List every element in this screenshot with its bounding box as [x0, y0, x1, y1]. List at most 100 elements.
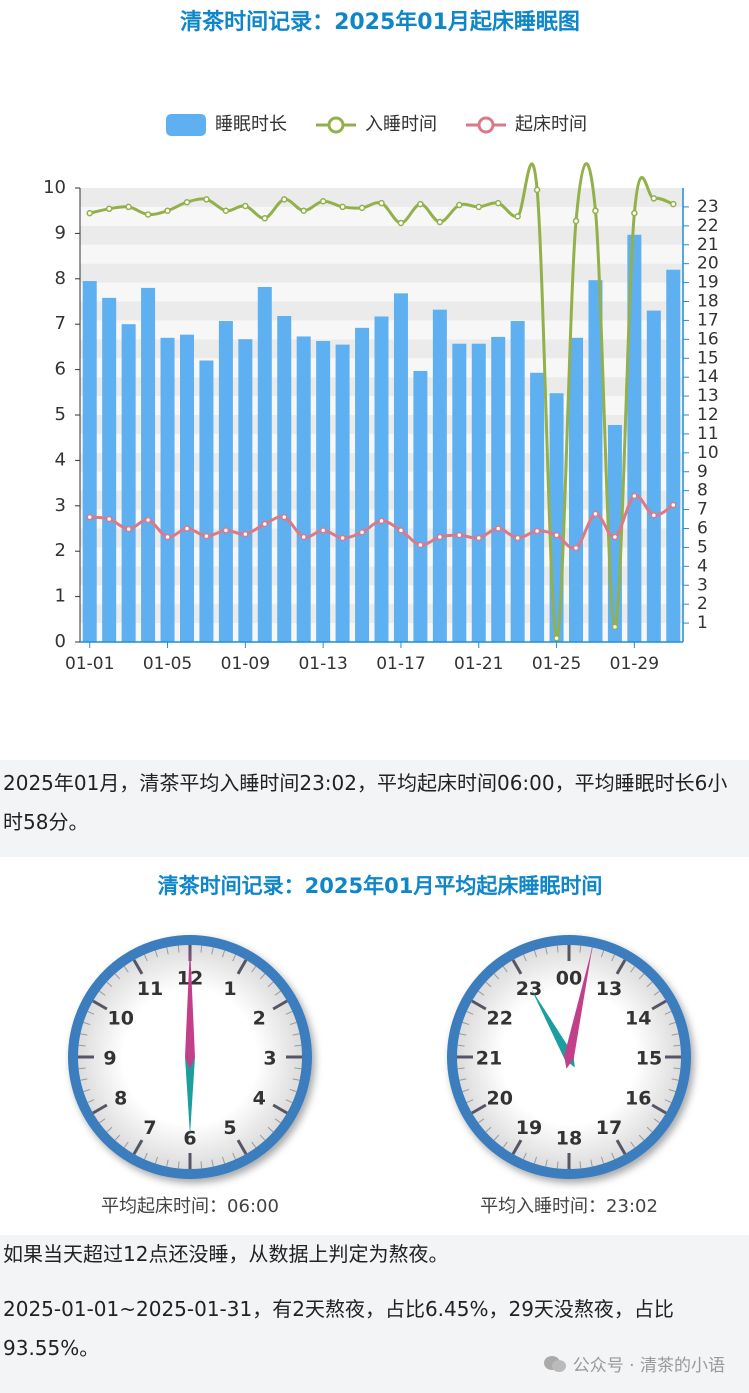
- point: [417, 541, 424, 549]
- x-tick-label: 01-25: [532, 654, 581, 674]
- clock-tick: [114, 1134, 121, 1141]
- bar: [179, 334, 194, 642]
- y-tick-label: 5: [55, 404, 66, 425]
- clock-tick: [533, 1156, 538, 1164]
- y2-tick-label: 6: [697, 519, 708, 539]
- clock-tick: [251, 966, 257, 973]
- clock-tick: [664, 1099, 672, 1104]
- clock-tick: [485, 981, 492, 988]
- bar: [102, 297, 117, 642]
- bar: [491, 336, 506, 642]
- point: [105, 515, 113, 523]
- point: [144, 211, 152, 218]
- point: [358, 204, 366, 212]
- clock-tick: [143, 1152, 148, 1160]
- point: [222, 207, 230, 214]
- clock-panel: 清茶时间记录：2025年01月平均起床睡眠时间 121234567891011平…: [68, 874, 691, 1217]
- clock-tick: [646, 1126, 653, 1133]
- clock-tick: [630, 966, 636, 973]
- legend-swatch: [166, 114, 206, 136]
- clock-caption: 平均入睡时间：23:02: [480, 1196, 658, 1217]
- clock-tick: [533, 950, 538, 958]
- point: [592, 510, 599, 518]
- bar: [471, 343, 486, 642]
- bar: [530, 372, 545, 642]
- clock-tick: [177, 1161, 180, 1169]
- point: [203, 196, 210, 203]
- clock-tick: [579, 945, 582, 953]
- y2-tick-label: 14: [697, 367, 719, 387]
- bar: [296, 336, 311, 642]
- point: [125, 203, 132, 211]
- bar: [277, 316, 292, 642]
- point: [514, 534, 521, 542]
- clock-tick: [651, 999, 667, 1011]
- bar: [569, 337, 584, 642]
- point: [572, 217, 580, 225]
- band: [80, 188, 683, 207]
- y-tick-label: 1: [55, 586, 66, 607]
- clock-tick: [478, 990, 485, 996]
- clock-tick: [285, 1099, 293, 1104]
- summary-section: 2025年01月，清茶平均入睡时间23:02，平均起床时间06:00，平均睡眠时…: [0, 760, 749, 857]
- point: [300, 533, 307, 541]
- clock-tick: [80, 1078, 88, 1081]
- point: [650, 195, 658, 202]
- bar: [199, 360, 214, 642]
- clock-number: 2: [253, 1008, 266, 1030]
- clock-tick: [653, 990, 660, 996]
- y2-tick-label: 19: [697, 273, 719, 293]
- bar: [413, 370, 428, 642]
- clock-tick: [274, 990, 281, 996]
- clock-tick: [600, 1156, 605, 1164]
- y-tick-label: 10: [43, 177, 66, 198]
- clock-tick: [123, 1141, 129, 1148]
- point: [436, 533, 444, 541]
- clock-tick: [471, 1103, 487, 1115]
- clock-tick: [236, 1139, 248, 1155]
- bar: [510, 321, 525, 642]
- legend-label: 起床时间: [515, 114, 587, 135]
- clock-number: 7: [143, 1117, 156, 1139]
- bar: [141, 287, 156, 642]
- point: [319, 527, 327, 534]
- point: [261, 215, 269, 222]
- y2-tick-label: 23: [697, 197, 719, 217]
- clock-number: 21: [476, 1048, 502, 1070]
- band: [80, 244, 683, 264]
- clock-number: 15: [636, 1048, 662, 1070]
- clock-number: 00: [556, 968, 582, 990]
- clock-tick: [556, 1161, 559, 1169]
- y-tick-label: 6: [55, 359, 66, 380]
- point: [533, 186, 541, 194]
- point: [242, 530, 249, 538]
- clock-tick: [99, 990, 106, 996]
- y2-tick-label: 20: [697, 254, 719, 274]
- clock-tick: [106, 981, 113, 988]
- chart-title: 清茶时间记录：2025年01月起床睡眠图: [180, 9, 580, 35]
- clock-number: 1: [223, 978, 236, 1000]
- chart: 清茶时间记录：2025年01月起床睡眠图 0123456789101234567…: [43, 9, 719, 674]
- clock-number: 14: [625, 1008, 651, 1030]
- clock-tick: [92, 1103, 108, 1115]
- bar: [160, 337, 175, 642]
- clock-tick: [289, 1088, 297, 1093]
- y-tick-label: 2: [55, 540, 66, 561]
- clock-number: 3: [263, 1048, 276, 1070]
- clock-tick: [259, 973, 266, 980]
- y2-tick-label: 9: [697, 462, 708, 482]
- clock-tick: [166, 1159, 169, 1167]
- clock-hand: [185, 945, 195, 1069]
- point: [86, 209, 93, 217]
- legend-label: 睡眠时长: [215, 114, 287, 135]
- clock-tick: [493, 1134, 500, 1141]
- bar: [316, 340, 331, 642]
- point: [203, 532, 210, 540]
- point: [183, 525, 191, 532]
- point: [183, 198, 191, 206]
- clock-number: 16: [625, 1088, 651, 1110]
- point: [358, 529, 366, 536]
- band: [80, 282, 683, 302]
- y-tick-label: 8: [55, 268, 66, 289]
